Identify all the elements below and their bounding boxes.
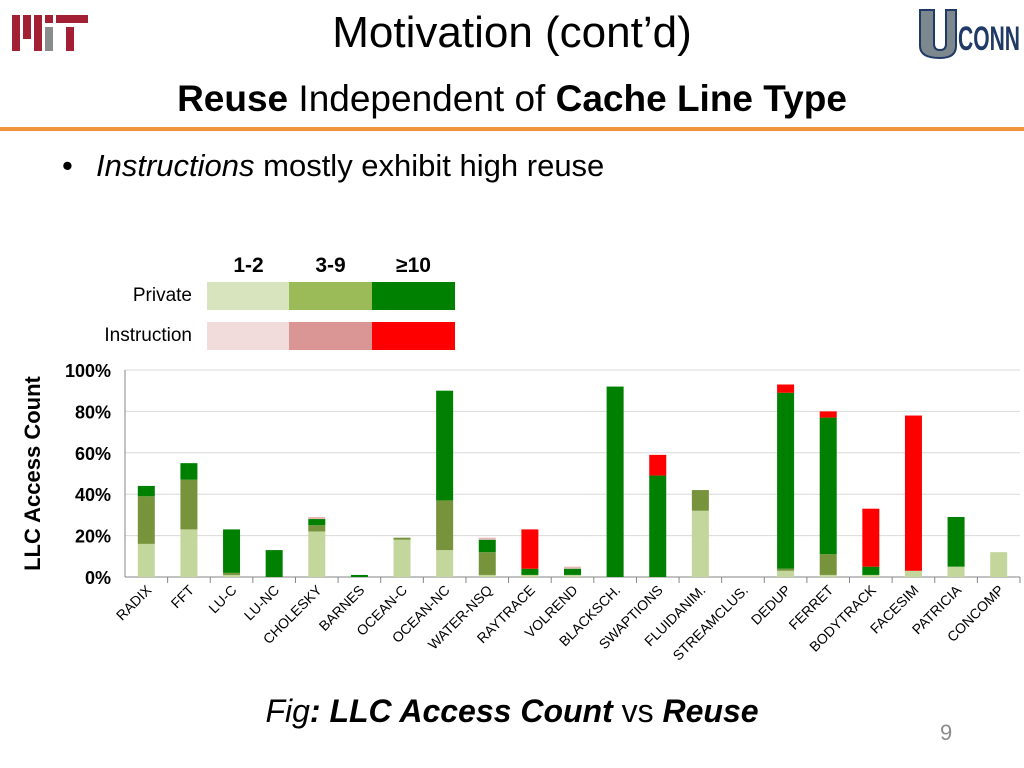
page-number: 9 — [940, 720, 953, 745]
bar-segment — [819, 417, 837, 555]
bar-segment — [521, 574, 539, 577]
bar-segment — [777, 384, 795, 393]
bar-segment — [308, 525, 326, 532]
bar-segment — [180, 479, 198, 530]
uconn-logo: CONN — [919, 9, 1020, 60]
x-tick-label: LU-NC — [241, 582, 283, 624]
bar-segment — [223, 572, 241, 575]
bar-segment — [436, 500, 454, 551]
bar-segment — [777, 568, 795, 571]
bar-segment — [564, 574, 581, 577]
bullet-italic: Instructions — [96, 148, 255, 183]
llc-access-chart: 1-2 3-9 ≥10 Private Instruction 0% 20% 40% 60% 80… — [20, 254, 1021, 664]
subtitle-middle: Independent of — [288, 78, 556, 119]
bar-segment — [819, 574, 837, 577]
bar-segment — [564, 566, 581, 569]
bar-segment — [904, 570, 922, 577]
bar-segment — [393, 537, 411, 540]
svg-text:CONN: CONN — [958, 20, 1020, 58]
bar-segment — [308, 519, 326, 526]
bar-segment — [606, 386, 624, 577]
caption-bold-llc: : LLC Access Count — [309, 693, 613, 729]
bar-segment — [308, 531, 326, 577]
bar-segment — [308, 516, 326, 520]
bar-segment — [947, 516, 965, 567]
bar-segment — [137, 496, 155, 544]
legend-swatch — [207, 322, 290, 350]
bar-segment — [436, 390, 454, 501]
bar-segment — [564, 568, 581, 575]
bar-segment — [137, 485, 155, 497]
y-tick-label: 0% — [85, 568, 111, 588]
caption-vs: vs — [612, 693, 663, 729]
bar-segment — [819, 411, 837, 418]
bar-segment — [393, 539, 411, 577]
bar-segment — [862, 566, 880, 575]
bar-segment — [691, 510, 709, 577]
mit-logo — [12, 15, 88, 51]
bar-segment — [947, 566, 965, 577]
bar-segment — [990, 552, 1008, 577]
bar-segment — [521, 529, 539, 569]
legend-swatch — [207, 282, 290, 310]
bar-segment — [478, 539, 496, 553]
y-tick-label: 20% — [75, 527, 111, 547]
y-tick-label: 100% — [65, 361, 111, 381]
x-tick-label: LU-C — [205, 582, 239, 616]
bullet-point: • Instructions mostly exhibit high reuse — [62, 146, 604, 186]
bar-segment — [180, 529, 198, 577]
bar-segment — [478, 552, 496, 575]
bar-segment — [691, 490, 709, 511]
bar-segment — [819, 554, 837, 575]
bar-segment — [478, 537, 496, 540]
bar-segment — [649, 475, 667, 577]
y-tick-label: 40% — [75, 485, 111, 505]
legend-column-label: ≥10 — [396, 254, 431, 277]
bar-segment — [521, 568, 539, 575]
y-tick-label: 60% — [75, 444, 111, 464]
bar-segment — [904, 415, 922, 571]
subtitle-bold-reuse: Reuse — [177, 78, 289, 119]
bar-segment — [862, 508, 880, 567]
slide-subtitle: Reuse Independent of Cache Line Type — [0, 76, 1024, 122]
bar-segment — [223, 529, 241, 573]
y-tick-label: 80% — [75, 402, 111, 422]
caption-prefix: Fig — [265, 693, 310, 729]
bar-segment — [862, 574, 880, 577]
bar-segment — [180, 463, 198, 480]
legend-swatch — [372, 282, 455, 310]
legend-swatch — [372, 322, 455, 350]
bar-segment — [436, 550, 454, 577]
bar-segment — [137, 543, 155, 577]
bullet-icon: • — [62, 148, 73, 183]
legend-swatch — [289, 282, 372, 310]
legend-column-label: 1-2 — [233, 254, 263, 277]
bar-segment — [649, 454, 667, 476]
bullet-text: mostly exhibit high reuse — [254, 148, 605, 183]
legend-column-label: 3-9 — [315, 254, 345, 277]
bar-segment — [478, 574, 496, 577]
bar-segment — [777, 392, 795, 569]
x-tick-label: FFT — [168, 581, 198, 611]
bar-segment — [350, 574, 368, 577]
title-divider — [0, 127, 1024, 131]
caption-bold-reuse: Reuse — [662, 693, 759, 729]
legend-row-label: Private — [133, 285, 192, 306]
slide-title: Motivation (cont’d) — [332, 8, 692, 57]
x-tick-label: RADIX — [113, 581, 155, 623]
figure-caption: Fig: LLC Access Count vs Reuse — [0, 690, 1024, 732]
y-axis-title: LLC Access Count — [20, 375, 45, 570]
subtitle-bold-type: Cache Line Type — [555, 78, 847, 119]
legend-swatch — [289, 322, 372, 350]
bar-segment — [777, 570, 795, 577]
x-tick-label: STREAMCLUS. — [669, 582, 751, 664]
bar-segment — [265, 550, 283, 577]
legend-row-label: Instruction — [104, 325, 192, 346]
bar-segment — [223, 574, 241, 577]
